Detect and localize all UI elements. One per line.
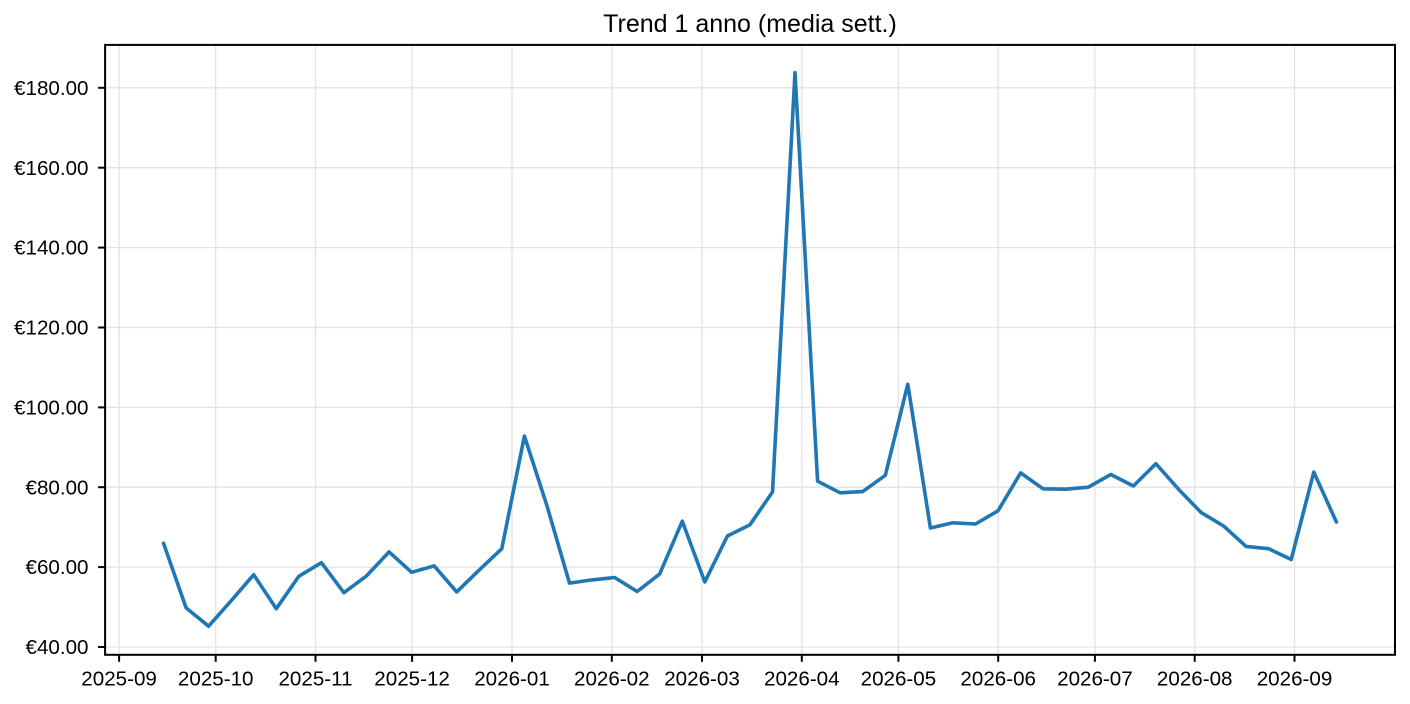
svg-text:2026-04: 2026-04 <box>764 667 840 690</box>
svg-text:€60.00: €60.00 <box>26 556 89 579</box>
svg-text:2026-09: 2026-09 <box>1257 667 1333 690</box>
svg-text:2026-05: 2026-05 <box>861 667 937 690</box>
svg-text:2026-01: 2026-01 <box>474 667 550 690</box>
svg-text:€180.00: €180.00 <box>14 77 88 100</box>
svg-text:€120.00: €120.00 <box>14 317 88 340</box>
svg-text:€80.00: €80.00 <box>26 476 89 499</box>
svg-text:€40.00: €40.00 <box>26 636 89 659</box>
svg-text:€140.00: €140.00 <box>14 237 88 260</box>
svg-text:2025-11: 2025-11 <box>278 667 352 690</box>
svg-text:2025-12: 2025-12 <box>374 667 450 690</box>
svg-text:2026-02: 2026-02 <box>574 667 650 690</box>
svg-text:€100.00: €100.00 <box>14 397 88 420</box>
svg-text:2026-06: 2026-06 <box>960 667 1036 690</box>
svg-text:2025-10: 2025-10 <box>178 667 254 690</box>
svg-text:€160.00: €160.00 <box>14 157 88 180</box>
svg-text:2026-07: 2026-07 <box>1057 667 1133 690</box>
svg-text:Trend 1 anno (media sett.): Trend 1 anno (media sett.) <box>603 10 897 38</box>
svg-text:2025-09: 2025-09 <box>81 667 157 690</box>
svg-text:2026-08: 2026-08 <box>1157 667 1233 690</box>
svg-text:2026-03: 2026-03 <box>664 667 740 690</box>
